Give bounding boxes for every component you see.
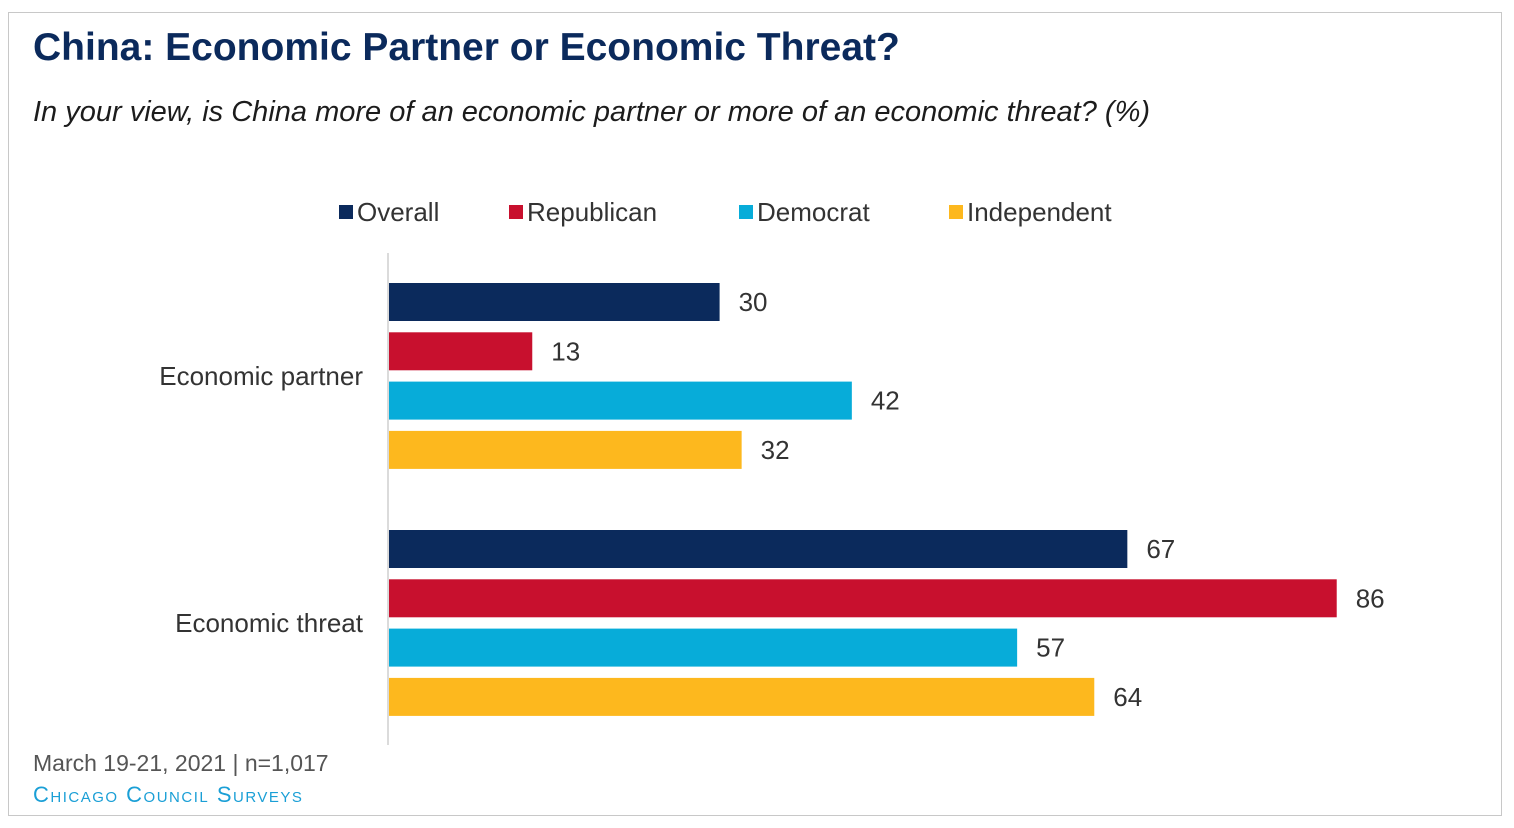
data-label-economic-threat-independent: 64 — [1113, 682, 1142, 712]
data-label-economic-partner-overall: 30 — [739, 287, 768, 317]
data-label-economic-partner-republican: 13 — [551, 336, 580, 366]
data-label-economic-threat-republican: 86 — [1356, 583, 1385, 613]
legend-swatch-republican — [509, 205, 523, 219]
survey-source: March 19-21, 2021 | n=1,017 — [33, 750, 329, 776]
bar-economic-threat-independent — [389, 677, 1095, 716]
bar-economic-partner-democrat — [389, 381, 852, 420]
data-label-economic-partner-democrat: 42 — [871, 386, 900, 416]
category-label-economic-threat: Economic threat — [175, 608, 364, 638]
legend-swatch-democrat — [739, 205, 753, 219]
legend-label-overall: Overall — [357, 197, 439, 227]
data-label-economic-threat-overall: 67 — [1146, 534, 1175, 564]
legend-swatch-independent — [949, 205, 963, 219]
legend-label-democrat: Democrat — [757, 197, 870, 227]
bar-economic-partner-independent — [389, 430, 742, 469]
chart-subtitle: In your view, is China more of an econom… — [33, 96, 1151, 128]
bar-economic-partner-overall — [389, 283, 720, 321]
category-label-economic-partner: Economic partner — [159, 361, 363, 391]
legend-swatch-overall — [339, 205, 353, 219]
legend-label-independent: Independent — [967, 197, 1112, 227]
chart-title: China: Economic Partner or Economic Thre… — [33, 26, 900, 69]
legend-label-republican: Republican — [527, 197, 657, 227]
bar-economic-threat-republican — [389, 579, 1337, 618]
bar-economic-threat-overall — [389, 530, 1128, 568]
bar-economic-partner-republican — [389, 332, 533, 371]
bar-economic-threat-democrat — [389, 628, 1018, 667]
brand-label: Chicago Council Surveys — [33, 782, 304, 807]
data-label-economic-partner-independent: 32 — [761, 435, 790, 465]
data-label-economic-threat-democrat: 57 — [1036, 633, 1065, 663]
